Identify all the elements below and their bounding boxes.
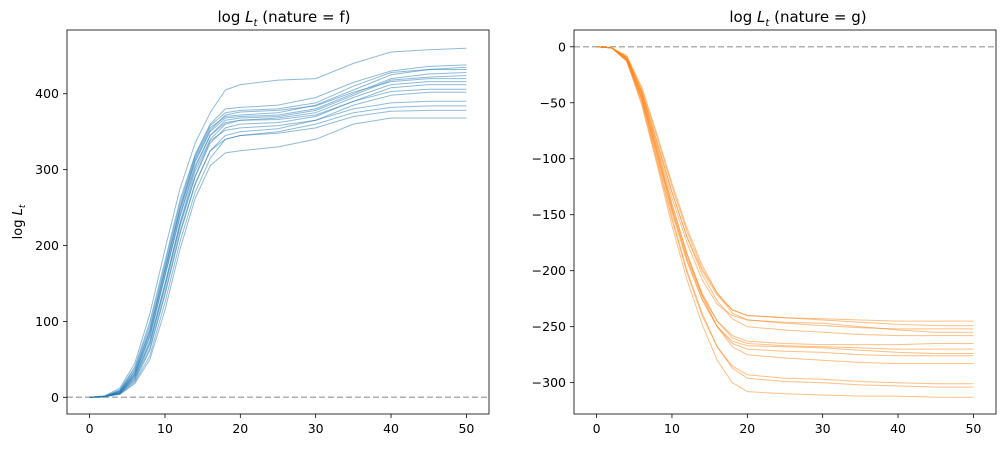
panel-g-y-tick-label: −200 bbox=[532, 263, 566, 278]
panel-f-y-tick-label: 400 bbox=[35, 86, 59, 101]
panel-f-title: log Lt (nature = f) bbox=[218, 8, 351, 29]
panel-g-x-tick-label: 20 bbox=[739, 421, 755, 436]
panel-f-x-tick-label: 40 bbox=[383, 421, 399, 436]
panel-g-y-tick-label: −50 bbox=[540, 95, 566, 110]
panel-f-ylabel: log Lt bbox=[11, 204, 28, 239]
panel-f-series-line-15 bbox=[89, 117, 467, 398]
panel-f-series-line-2 bbox=[89, 64, 467, 398]
panel-f-series-line-4 bbox=[89, 69, 467, 398]
panel-g-x-tick-label: 0 bbox=[593, 421, 601, 436]
panel-g-x-tick-label: 50 bbox=[965, 421, 981, 436]
panel-g-series-line-12 bbox=[596, 46, 974, 388]
panel-f-y-tick-label: 300 bbox=[35, 162, 59, 177]
panel-g-y-tick-label: −100 bbox=[532, 151, 566, 166]
panel-g-series-line-13 bbox=[596, 46, 974, 398]
panel-f-x-tick-label: 0 bbox=[86, 421, 94, 436]
panel-f-series-line-11 bbox=[89, 91, 467, 398]
panel-g-title: log Lt (nature = g) bbox=[729, 8, 866, 29]
panel-g-axes-frame bbox=[573, 29, 997, 415]
panel-f-series-line-7 bbox=[89, 78, 467, 398]
panel-nature-f: log Lt (nature = f) log Lt 0 10 20 30 40 50 0 1… bbox=[11, 8, 490, 436]
panel-f-x-tick-label: 10 bbox=[157, 421, 173, 436]
panel-g-series-line-5 bbox=[596, 46, 974, 337]
panel-f-x-tick-label: 50 bbox=[458, 421, 474, 436]
panel-f-y-tick-label: 200 bbox=[35, 238, 59, 253]
panel-g-y-tick-label: −300 bbox=[532, 375, 566, 390]
panel-f-series-line-1 bbox=[89, 47, 467, 398]
panel-f-x-tick-label: 20 bbox=[232, 421, 248, 436]
panel-g-x-tick-label: 10 bbox=[664, 421, 680, 436]
panel-f-series-line-10 bbox=[89, 88, 467, 398]
panel-nature-g: log Lt (nature = g) 0 10 20 30 40 50 0 −50 −100 −… bbox=[532, 8, 997, 436]
panel-g-y-tick-label: −150 bbox=[532, 207, 566, 222]
panel-g-x-tick-label: 30 bbox=[815, 421, 831, 436]
panel-f-series-line-14 bbox=[89, 109, 467, 398]
panel-f-x-tick-label: 30 bbox=[308, 421, 324, 436]
panel-g-x-tick-label: 40 bbox=[890, 421, 906, 436]
panel-f-y-tick-label: 0 bbox=[51, 390, 59, 405]
panel-g-y-tick-label: 0 bbox=[558, 39, 566, 54]
panel-f-series-line-13 bbox=[89, 105, 467, 398]
panel-g-series-line-10 bbox=[596, 46, 974, 365]
panel-f-y-tick-label: 100 bbox=[35, 314, 59, 329]
panel-g-y-tick-label: −250 bbox=[532, 319, 566, 334]
panel-f-axes-frame bbox=[66, 29, 490, 415]
